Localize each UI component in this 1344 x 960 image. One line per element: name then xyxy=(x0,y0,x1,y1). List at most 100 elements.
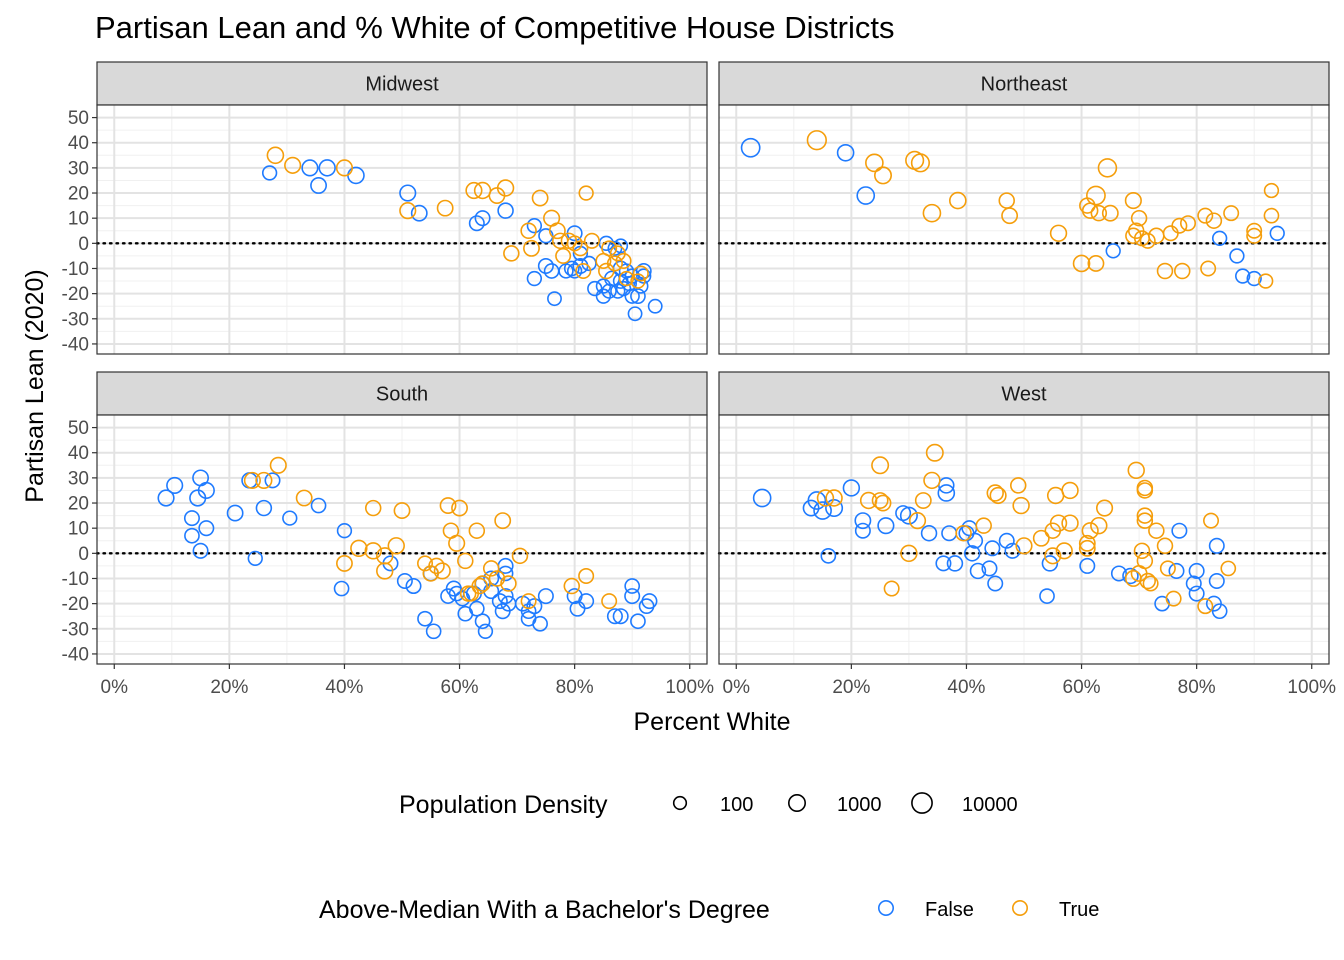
data-point xyxy=(1049,224,1068,242)
data-point xyxy=(1039,588,1055,604)
data-point xyxy=(1223,205,1240,222)
data-point xyxy=(474,210,491,227)
data-point xyxy=(874,494,892,512)
y-tick-label: 50 xyxy=(68,418,89,439)
data-point xyxy=(1197,598,1214,615)
x-tick-label: 100% xyxy=(665,677,714,698)
x-tick-label: 20% xyxy=(210,677,248,698)
data-point xyxy=(871,492,889,509)
data-point xyxy=(198,520,215,537)
data-point xyxy=(166,476,184,495)
data-point xyxy=(301,159,319,177)
facet-west: West 0% 20% 40% 60% 80% 100% xyxy=(717,371,1336,698)
data-point xyxy=(376,547,394,565)
x-tick-label: 100% xyxy=(1287,677,1336,698)
data-point xyxy=(192,542,209,559)
x-tick-label: 20% xyxy=(832,677,870,698)
data-point xyxy=(825,499,844,518)
data-point xyxy=(910,153,930,173)
data-point xyxy=(491,593,508,610)
data-point xyxy=(986,484,1004,502)
data-point xyxy=(1004,542,1021,559)
data-point xyxy=(295,489,313,507)
y-tick-label: 20 xyxy=(68,184,89,205)
data-point xyxy=(883,580,900,597)
data-point xyxy=(854,512,872,530)
y-tick-label: -10 xyxy=(62,259,89,280)
y-tick-label: -20 xyxy=(62,284,89,305)
panel-border xyxy=(718,104,1330,355)
data-point xyxy=(955,524,972,542)
data-point xyxy=(949,191,967,210)
data-point xyxy=(1139,572,1156,590)
data-point xyxy=(871,456,890,475)
data-point xyxy=(532,615,548,632)
data-point xyxy=(1208,572,1225,590)
data-point xyxy=(1258,273,1274,289)
data-point xyxy=(494,512,512,530)
data-point xyxy=(630,288,646,305)
data-point xyxy=(425,623,442,640)
data-point xyxy=(531,189,549,207)
data-point xyxy=(399,202,417,220)
data-point xyxy=(428,557,445,575)
data-point xyxy=(572,240,589,257)
color-legend-label: True xyxy=(1059,899,1099,921)
data-point xyxy=(601,283,617,299)
data-point xyxy=(1246,270,1262,287)
data-point xyxy=(877,517,895,535)
data-point xyxy=(923,471,941,490)
data-point xyxy=(854,522,871,539)
data-point xyxy=(468,600,485,617)
data-point xyxy=(624,588,641,605)
facet-strip xyxy=(96,371,708,416)
data-point xyxy=(451,499,468,517)
data-point xyxy=(1205,212,1223,229)
data-point xyxy=(566,235,583,252)
data-point xyxy=(526,598,543,615)
facet-south: South 50 40 30 20 10 0 -10 -20 -30 -40 0% 20% 40% 60% 8… xyxy=(62,371,714,698)
data-point xyxy=(336,523,353,539)
data-point xyxy=(523,239,540,257)
data-point xyxy=(615,252,632,269)
data-point xyxy=(264,472,281,489)
x-tick-label: 40% xyxy=(325,677,363,698)
data-point xyxy=(436,199,454,217)
x-axis-title: Percent White xyxy=(633,708,790,736)
data-point xyxy=(1263,182,1280,199)
data-point xyxy=(184,527,200,544)
data-point xyxy=(1180,215,1197,232)
data-point xyxy=(439,497,457,514)
data-point xyxy=(350,539,368,558)
y-tick-label: -10 xyxy=(62,569,89,590)
data-point xyxy=(1211,603,1228,620)
data-point xyxy=(1203,512,1220,529)
data-point xyxy=(836,143,855,162)
data-point xyxy=(417,555,434,572)
data-point xyxy=(474,575,491,592)
size-legend-key xyxy=(787,793,806,812)
data-point xyxy=(511,547,529,565)
data-point xyxy=(813,501,832,520)
x-tick-label: 0% xyxy=(723,677,751,698)
panel-border xyxy=(96,104,708,355)
data-point xyxy=(417,610,433,627)
data-point xyxy=(630,613,646,630)
size-legend-key xyxy=(672,795,688,811)
data-point xyxy=(1090,204,1108,222)
data-point xyxy=(364,499,382,517)
data-point xyxy=(624,288,640,304)
data-point xyxy=(856,186,876,205)
x-tick-label: 80% xyxy=(556,677,594,698)
data-point xyxy=(618,270,635,287)
data-point xyxy=(1139,232,1156,249)
data-point xyxy=(578,567,595,584)
data-point xyxy=(1133,542,1151,560)
data-point xyxy=(563,577,581,595)
data-point xyxy=(563,260,580,277)
data-point xyxy=(575,262,592,280)
y-tick-label: 30 xyxy=(68,158,89,179)
data-point xyxy=(1044,547,1062,565)
data-point xyxy=(1220,560,1237,577)
